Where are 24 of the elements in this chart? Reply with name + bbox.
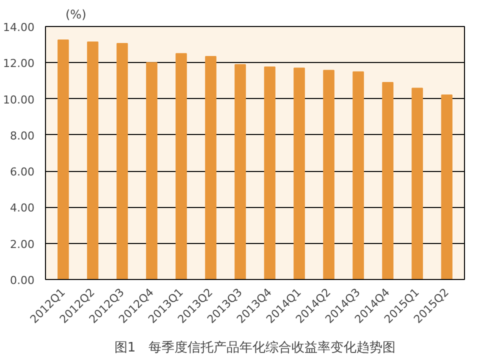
bar [146,62,158,280]
y-tick-label: 2.00 [10,238,35,251]
bar [412,88,423,280]
bar [58,40,69,280]
y-tick-label: 4.00 [10,202,35,215]
y-tick-label: 0.00 [10,274,35,287]
bar [234,64,246,280]
bar [87,42,98,280]
bar [264,66,276,280]
y-tick-label: 6.00 [10,166,35,179]
bar [294,68,305,280]
bar [116,42,128,280]
y-axis-title: (%) [66,8,86,22]
bar [176,53,187,280]
text: 图1 每季度信托产品年化综合收益率变化趋势图 [114,340,396,356]
bar [323,70,334,280]
y-tick-label: 12.00 [3,57,35,70]
bar [352,71,364,280]
y-tick-label: 14.00 [3,21,35,34]
bar [205,56,216,280]
bar [382,82,394,280]
y-tick-label: 10.00 [3,93,35,106]
y-tick-label: 8.00 [10,129,35,142]
bar [441,94,452,280]
